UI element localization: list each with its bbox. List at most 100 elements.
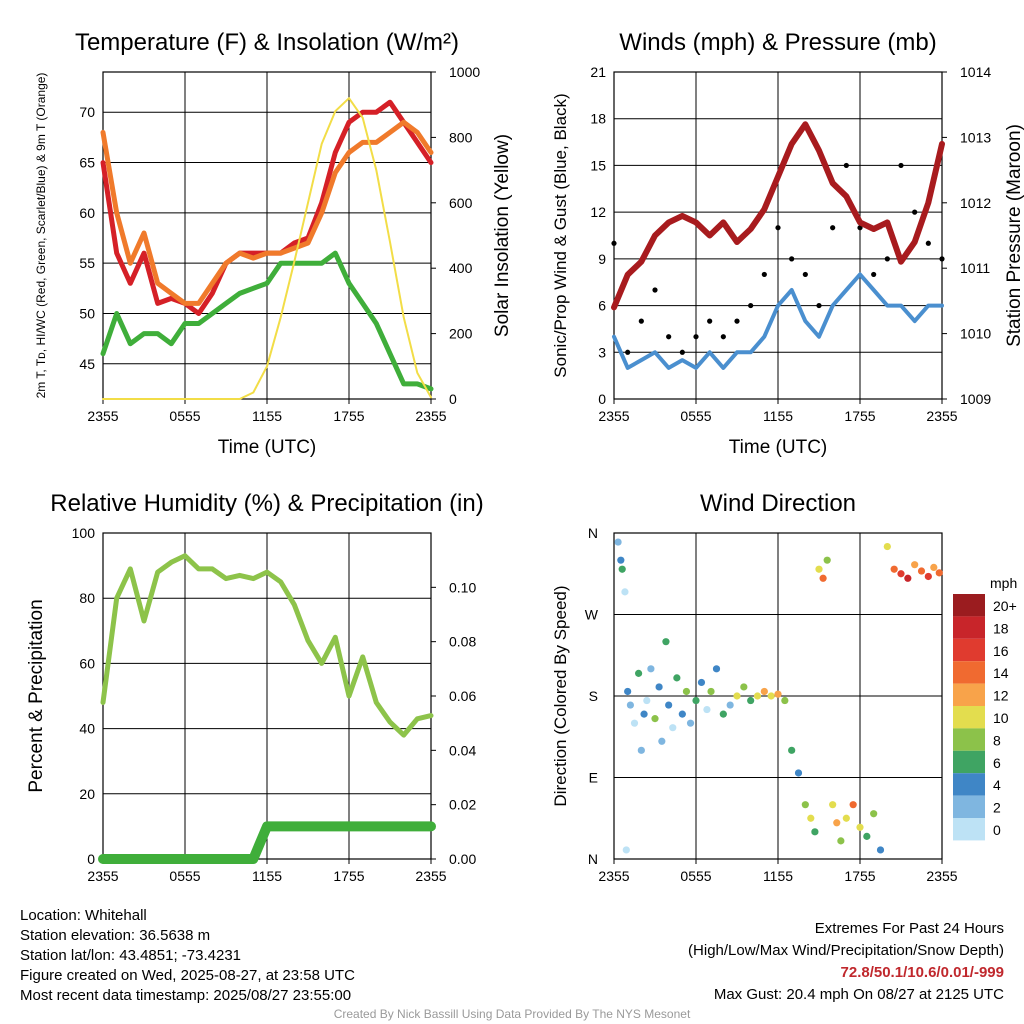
wind-ytick-label: 3 [598, 344, 606, 360]
legend-label: 20+ [993, 598, 1017, 614]
wind-gust-point [816, 302, 822, 309]
dir-point [643, 696, 651, 705]
dir-point [655, 683, 663, 691]
dir-point [781, 696, 789, 705]
dir-point [829, 801, 837, 809]
dir-ytick-label: N [588, 525, 598, 541]
wind-gust-point [625, 349, 631, 355]
rh-ytick-label: 80 [79, 590, 95, 606]
dir-point [801, 801, 809, 809]
rh-ytick-label: 100 [72, 525, 96, 541]
wind-xlabel: Time (UTC) [729, 437, 828, 458]
elevation-text: Station elevation: 36.5638 m [20, 927, 211, 944]
rh-ytick-label: 0 [87, 851, 95, 867]
wind-ytick-label-right: 1010 [960, 326, 991, 342]
wind-xtick-label: 0555 [680, 408, 711, 424]
extremes-title: Extremes For Past 24 Hours [814, 920, 1004, 937]
rh-ytick-label-right: 0.06 [449, 688, 476, 704]
temp-ylabel-left: 2m T, Tᴅ, HI/WC (Red, Green, Scarlet/Blu… [34, 73, 48, 399]
legend-swatch [953, 594, 985, 617]
dir-point [726, 701, 734, 709]
wind-ylabel-right: Station Pressure (Maroon) [1004, 124, 1024, 347]
dir-point [747, 696, 755, 705]
wind-ytick-label: 12 [590, 204, 606, 220]
rh-xtick-label: 1155 [252, 868, 282, 884]
precip-line [98, 821, 436, 864]
dir-point [815, 565, 823, 573]
wind-ylabel-left: Sonic/Prop Wind & Gust (Blue, Black) [551, 93, 570, 377]
dir-point [637, 746, 645, 754]
rh-ytick-label: 40 [79, 721, 95, 737]
extremes-panel: Extremes For Past 24 Hours (High/Low/Max… [688, 918, 1004, 1006]
rh-ytick-label-right: 0.02 [449, 797, 476, 813]
wind-gust-point [830, 225, 836, 231]
wind-gust-point [857, 225, 863, 231]
extremes-values: 72.8/50.1/10.6/0.01/-999 [840, 964, 1004, 981]
dir-point [624, 687, 632, 696]
rh-ytick-label-right: 0.10 [449, 579, 476, 595]
dir-xtick-label: 2355 [598, 868, 629, 884]
dir-point [833, 819, 841, 827]
dir-point [856, 823, 864, 831]
rh-title: Relative Humidity (%) & Precipitation (i… [50, 490, 483, 517]
dir-point [673, 674, 681, 682]
legend-swatch [953, 728, 985, 751]
rh-ylabel-left: Percent & Precipitation [26, 599, 47, 792]
legend-label: 18 [993, 620, 1009, 636]
wind-gust-point [734, 318, 740, 324]
dir-point [618, 565, 626, 573]
rh-xtick-label: 2355 [87, 868, 118, 884]
legend-label: 10 [993, 710, 1009, 726]
temp-ytick-label: 70 [79, 104, 95, 120]
created-text: Figure created on Wed, 2025-08-27, at 23… [20, 967, 355, 984]
wind-ytick-label: 6 [598, 298, 606, 314]
dir-point [719, 710, 727, 718]
rh-xtick-label: 0555 [169, 868, 200, 884]
wind-ytick-label: 0 [598, 391, 606, 407]
dir-point [917, 567, 926, 575]
temp-xlabel: Time (UTC) [218, 437, 317, 458]
dir-point [794, 769, 803, 777]
station-info: Location: Whitehall Station elevation: 3… [20, 906, 355, 1006]
wind-xtick-label: 2355 [926, 408, 957, 424]
dir-point [753, 692, 762, 700]
dir-point [767, 692, 775, 700]
dir-ytick-label: W [585, 607, 599, 623]
wind-gust-point [775, 225, 781, 231]
wind-ytick-label-right: 1009 [960, 391, 991, 407]
wind-gust-point [912, 209, 918, 215]
wind-gust-point [720, 334, 726, 340]
wind-ytick-label: 9 [598, 251, 606, 267]
legend-label: 0 [993, 822, 1001, 838]
dir-title: Wind Direction [700, 490, 856, 517]
rh-ytick-label: 20 [79, 786, 95, 802]
dir-point [883, 542, 891, 551]
dir-point [647, 665, 655, 673]
wind-xtick-label: 2355 [598, 408, 629, 424]
dir-point [870, 810, 878, 818]
dir-point [626, 701, 635, 709]
dir-point [823, 556, 831, 564]
dir-point [811, 828, 819, 836]
dir-point [635, 669, 643, 677]
dir-point [621, 588, 629, 596]
dir-point [703, 705, 711, 714]
wind-xtick-label: 1155 [763, 408, 793, 424]
temp-series-line [100, 119, 434, 306]
legend-swatch [953, 638, 985, 662]
dir-point [788, 746, 796, 754]
dir-xtick-label: 1155 [763, 868, 793, 884]
dir-point [692, 696, 700, 705]
dir-point [640, 710, 648, 718]
temp-xtick-label: 1755 [333, 408, 364, 424]
wind-title: Winds (mph) & Pressure (mb) [619, 29, 936, 56]
dir-ytick-label: E [589, 770, 598, 786]
dir-point [617, 556, 625, 564]
dir-xtick-label: 1755 [844, 868, 875, 884]
rh-ytick-label-right: 0.08 [449, 634, 476, 650]
dir-point [911, 561, 919, 569]
wind-gust-point [884, 256, 890, 262]
dir-point [658, 737, 666, 745]
wind-xtick-label: 1755 [844, 408, 875, 424]
wind-gust-point [761, 271, 767, 278]
